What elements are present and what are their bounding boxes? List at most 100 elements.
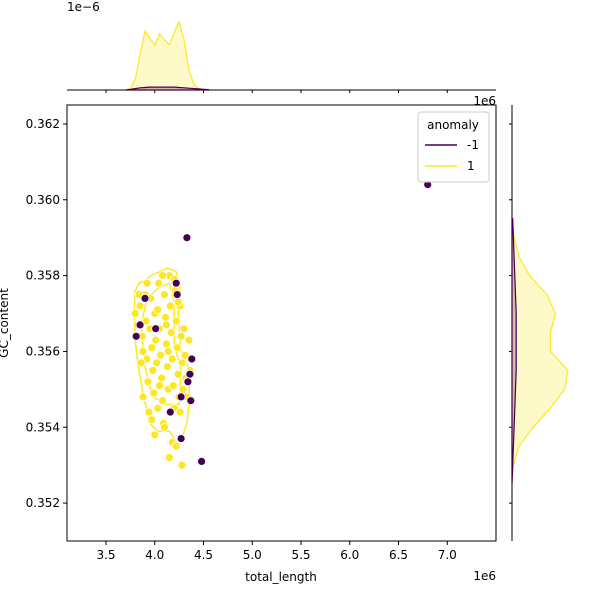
normal-point (153, 403, 163, 413)
anomaly-point (165, 407, 175, 417)
normal-point (147, 343, 157, 353)
normal-point (168, 381, 178, 391)
x-offset-text: 1e6 (473, 569, 496, 583)
anomaly-point (176, 392, 186, 402)
x-tick-label: 3.5 (96, 548, 115, 562)
anomaly-point (131, 331, 141, 341)
y-tick-label: 0.362 (26, 117, 60, 131)
anomaly-point (176, 434, 186, 444)
normal-point (138, 346, 148, 356)
anomaly-point (135, 320, 145, 330)
anomaly-point (182, 233, 192, 243)
y-tick-label: 0.354 (26, 420, 60, 434)
legend-title: anomaly (427, 118, 479, 132)
x-axis-label: total_length (245, 570, 317, 584)
right-marginal-kde (509, 105, 569, 541)
normal-point (154, 278, 164, 288)
legend-label-anomaly: -1 (467, 138, 479, 152)
anomaly-point (183, 377, 193, 387)
right-kde-anomaly (511, 218, 517, 485)
normal-point (135, 301, 145, 311)
top-marginal-offset-text: 1e−6 (67, 0, 100, 14)
x-tick-label: 6.0 (340, 548, 359, 562)
plot-frame (66, 104, 497, 542)
normal-point (149, 388, 159, 398)
anomaly-point (187, 354, 197, 364)
normal-point (173, 369, 183, 379)
y-axis-label: GC_content (0, 288, 11, 358)
normal-point (142, 278, 152, 288)
legend: anomaly -1 1 (417, 111, 490, 183)
y-offset-text: 1e6 (473, 94, 496, 108)
normal-point (136, 358, 146, 368)
normal-point (155, 381, 165, 391)
x-tick-label: 7.0 (438, 548, 457, 562)
anomaly-point (172, 290, 182, 300)
x-tick-label: 5.5 (291, 548, 310, 562)
normal-point (180, 350, 190, 360)
normal-point (162, 362, 172, 372)
x-tick-label: 6.5 (389, 548, 408, 562)
anomaly-point (197, 456, 207, 466)
top-kde-normal (125, 19, 209, 91)
scatter-points (130, 180, 433, 470)
right-kde-normal (511, 218, 569, 485)
anomaly-point (151, 324, 161, 334)
y-tick-label: 0.352 (26, 496, 60, 510)
y-tick-label: 0.360 (26, 193, 60, 207)
normal-point (130, 309, 140, 318)
normal-point (171, 441, 181, 451)
normal-point (143, 377, 153, 387)
normal-point (164, 453, 174, 463)
top-kde-anomaly (125, 86, 209, 91)
x-tick-label: 4.0 (145, 548, 164, 562)
normal-point (144, 407, 154, 417)
top-marginal-kde (67, 19, 496, 93)
normal-point (171, 316, 181, 326)
normal-point (153, 305, 163, 315)
normal-point (173, 297, 183, 307)
x-tick-label: 4.5 (194, 548, 213, 562)
normal-point (160, 422, 169, 432)
normal-point (167, 354, 177, 364)
normal-point (151, 335, 161, 345)
normal-point (158, 271, 168, 281)
normal-point (166, 328, 176, 337)
normal-point (161, 320, 171, 330)
normal-point (148, 365, 158, 375)
normal-point (138, 392, 148, 402)
normal-point (147, 415, 157, 425)
x-axis-ticks: 3.5 4.0 4.5 5.0 5.5 6.0 6.5 7.0 (96, 541, 457, 562)
normal-point (163, 346, 173, 356)
y-axis-ticks: 0.352 0.354 0.356 0.358 0.360 0.362 (26, 117, 67, 510)
normal-point (165, 301, 175, 311)
anomaly-point (186, 396, 196, 406)
legend-label-normal: 1 (467, 159, 475, 173)
normal-point (156, 350, 166, 360)
normal-point (158, 396, 168, 406)
normal-point (177, 358, 187, 368)
normal-point (179, 324, 189, 334)
x-tick-label: 5.0 (243, 548, 262, 562)
y-tick-label: 0.356 (26, 344, 60, 358)
normal-point (150, 430, 160, 440)
normal-point (175, 407, 185, 417)
normal-point (177, 460, 187, 470)
anomaly-point (171, 278, 181, 288)
anomaly-point (140, 293, 150, 303)
normal-point (172, 343, 182, 353)
normal-point (176, 331, 186, 341)
main-scatter-axes: 3.5 4.0 4.5 5.0 5.5 6.0 6.5 7.0 0.352 0.354 0.356… (26, 104, 497, 562)
normal-point (161, 312, 170, 322)
normal-point (160, 290, 169, 300)
normal-point (184, 335, 194, 345)
anomaly-point (185, 369, 195, 379)
legend-box (417, 111, 490, 183)
normal-point (152, 358, 162, 368)
normal-point (161, 339, 171, 349)
y-tick-label: 0.358 (26, 269, 60, 283)
normal-point (157, 373, 167, 383)
normal-point (178, 384, 188, 394)
